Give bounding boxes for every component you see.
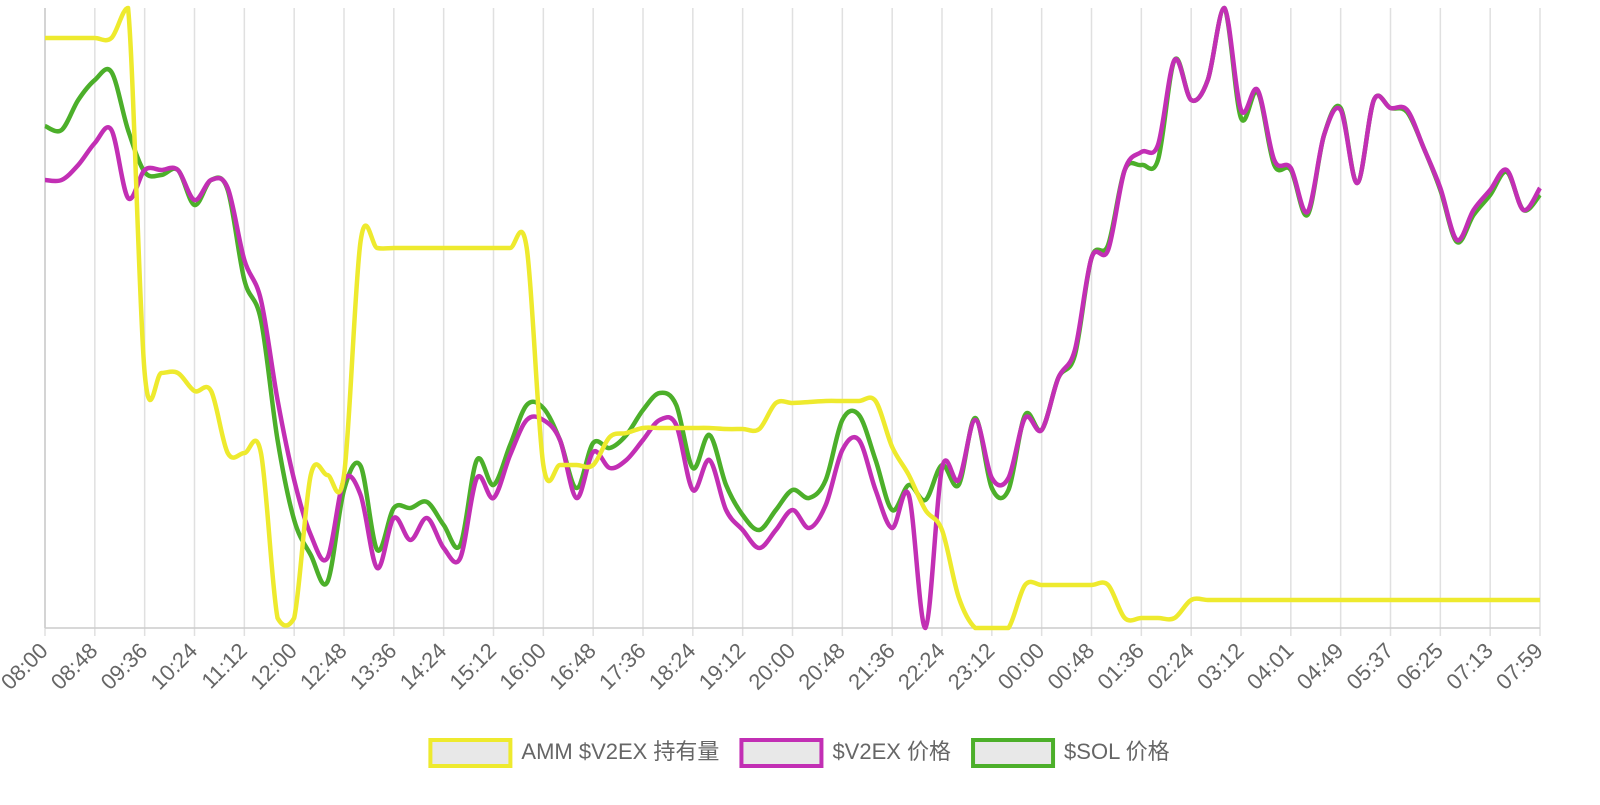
x-tick-label: 07:59 (1491, 638, 1548, 695)
x-tick: 09:36 (96, 638, 153, 695)
x-tick: 12:48 (295, 638, 352, 695)
x-tick-label: 10:24 (146, 638, 203, 695)
x-tick-label: 06:25 (1391, 638, 1448, 695)
x-tick: 23:12 (943, 638, 1000, 695)
x-tick: 22:24 (893, 638, 950, 695)
x-tick-label: 16:48 (544, 638, 601, 695)
legend-swatch (971, 738, 1056, 768)
x-tick-label: 20:48 (793, 638, 850, 695)
x-tick: 16:48 (544, 638, 601, 695)
x-tick-label: 00:48 (1043, 638, 1100, 695)
x-tick: 10:24 (146, 638, 203, 695)
x-tick-label: 12:00 (245, 638, 302, 695)
x-tick: 13:36 (345, 638, 402, 695)
x-tick: 07:59 (1491, 638, 1548, 695)
x-tick-label: 02:24 (1142, 638, 1199, 695)
series-line (44, 5, 1540, 631)
x-tick: 11:12 (197, 638, 252, 693)
x-tick-label: 17:36 (594, 638, 651, 695)
x-tick: 08:00 (0, 638, 53, 695)
x-tick: 03:12 (1192, 638, 1249, 695)
x-tick-label: 22:24 (893, 638, 950, 695)
x-tick-label: 05:37 (1342, 638, 1399, 695)
legend-item: AMM $V2EX 持有量 (428, 738, 719, 768)
x-tick: 06:25 (1391, 638, 1448, 695)
x-tick-label: 20:00 (744, 638, 801, 695)
x-tick-label: 13:36 (345, 638, 402, 695)
x-tick-label: 23:12 (943, 638, 1000, 695)
legend-label: AMM $V2EX 持有量 (521, 739, 719, 764)
x-tick-label: 04:49 (1292, 638, 1349, 695)
x-tick: 20:00 (744, 638, 801, 695)
x-tick-label: 19:12 (694, 638, 751, 695)
legend: AMM $V2EX 持有量 $V2EX 价格 $SOL 价格 (428, 738, 1170, 768)
x-tick-label: 14:24 (395, 638, 452, 695)
x-tick-label: 08:00 (0, 638, 53, 695)
x-tick: 19:12 (694, 638, 751, 695)
legend-label: $SOL 价格 (1064, 739, 1170, 764)
x-tick: 07:13 (1441, 638, 1498, 695)
x-tick-label: 03:12 (1192, 638, 1249, 695)
x-tick-label: 00:00 (993, 638, 1050, 695)
x-tick-label: 16:00 (494, 638, 551, 695)
x-tick-label: 15:12 (445, 638, 502, 695)
x-tick-label: 04:01 (1242, 638, 1299, 695)
legend-swatch (739, 738, 824, 768)
x-tick-label: 11:12 (197, 638, 252, 693)
x-tick: 20:48 (793, 638, 850, 695)
x-tick: 17:36 (594, 638, 651, 695)
x-tick: 14:24 (395, 638, 452, 695)
legend-swatch (428, 738, 513, 768)
x-tick-label: 12:48 (295, 638, 352, 695)
x-tick: 01:36 (1092, 638, 1149, 695)
x-tick: 04:49 (1292, 638, 1349, 695)
x-tick-label: 01:36 (1092, 638, 1149, 695)
x-tick: 00:48 (1043, 638, 1100, 695)
x-tick: 16:00 (494, 638, 551, 695)
x-tick-label: 18:24 (644, 638, 701, 695)
legend-item: $SOL 价格 (971, 738, 1170, 768)
x-tick: 04:01 (1242, 638, 1299, 695)
x-tick-label: 09:36 (96, 638, 153, 695)
x-tick: 00:00 (993, 638, 1050, 695)
legend-item: $V2EX 价格 (739, 738, 951, 768)
x-tick: 15:12 (445, 638, 502, 695)
legend-label: $V2EX 价格 (832, 739, 951, 764)
x-tick-label: 07:13 (1441, 638, 1498, 695)
x-tick-label: 21:36 (843, 638, 900, 695)
x-tick: 21:36 (843, 638, 900, 695)
series-line (44, 5, 1542, 631)
x-tick: 05:37 (1342, 638, 1399, 695)
x-tick-label: 08:48 (46, 638, 103, 695)
x-tick: 18:24 (644, 638, 701, 695)
x-tick: 02:24 (1142, 638, 1199, 695)
x-tick: 08:48 (46, 638, 103, 695)
x-tick: 12:00 (245, 638, 302, 695)
